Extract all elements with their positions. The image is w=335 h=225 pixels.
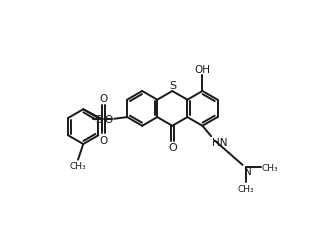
Text: OH: OH (194, 65, 210, 74)
Text: O: O (168, 143, 177, 153)
Text: CH₃: CH₃ (238, 184, 254, 193)
Text: HN: HN (212, 137, 227, 147)
Text: CH₃: CH₃ (262, 163, 278, 172)
Text: S: S (96, 114, 103, 124)
Text: O: O (99, 135, 108, 145)
Text: S: S (169, 80, 176, 90)
Text: O: O (105, 114, 113, 124)
Text: CH₃: CH₃ (69, 161, 86, 170)
Text: O: O (99, 94, 108, 104)
Text: N: N (244, 166, 252, 176)
